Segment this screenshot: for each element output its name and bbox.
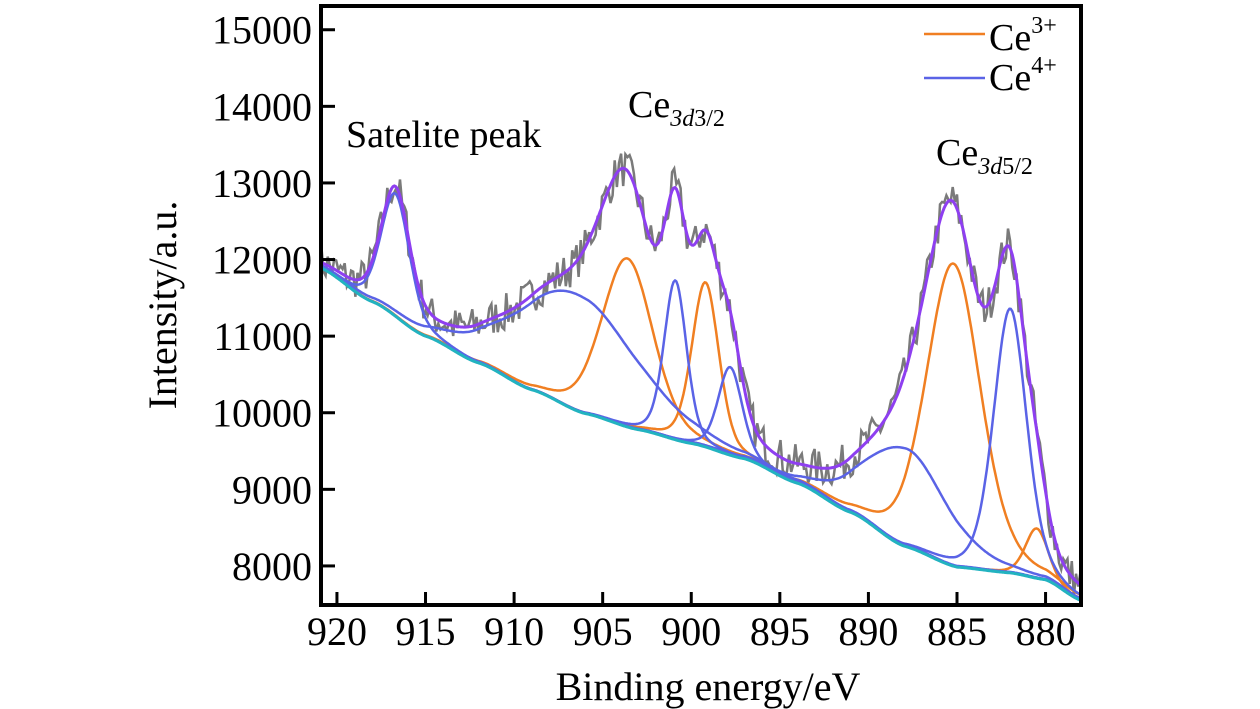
y-axis: 8000 9000 10000 11000 12000 13000 14000 15000 bbox=[212, 8, 335, 589]
y-tick-label: 12000 bbox=[212, 238, 312, 283]
legend-label-ce3: Ce3+ bbox=[989, 13, 1057, 59]
x-axis: 920 915 910 905 900 895 890 885 880 bbox=[307, 592, 1076, 654]
envelope-fit-curve bbox=[321, 166, 1081, 587]
plot-area bbox=[321, 150, 1081, 602]
raw-data-series bbox=[321, 150, 1081, 597]
plot-frame bbox=[319, 4, 1083, 607]
y-tick-label: 15000 bbox=[212, 8, 312, 53]
annotation-ce-3d52-sub-italic: 3d bbox=[977, 154, 1003, 180]
x-tick-label: 895 bbox=[750, 609, 810, 654]
x-tick-label: 920 bbox=[307, 609, 367, 654]
annotation-ce-3d52-base: Ce bbox=[936, 132, 978, 174]
x-tick-label: 885 bbox=[927, 609, 987, 654]
legend-label-ce4-sup: 4+ bbox=[1031, 53, 1057, 79]
legend-label-ce4-base: Ce bbox=[989, 57, 1031, 99]
x-tick-label: 890 bbox=[838, 609, 898, 654]
annotation-satellite-peak: Satelite peak bbox=[346, 114, 541, 156]
annotation-ce-3d32-sub-italic: 3d bbox=[669, 106, 695, 132]
x-axis-title: Binding energy/eV bbox=[556, 664, 861, 709]
annotation-ce-3d32-base: Ce bbox=[628, 84, 670, 126]
y-tick-label: 14000 bbox=[212, 84, 312, 129]
annotation-ce-3d32: Ce3d3/2 bbox=[628, 84, 725, 132]
y-tick-label: 11000 bbox=[213, 314, 312, 359]
legend-label-ce4: Ce4+ bbox=[989, 53, 1057, 99]
annotation-ce-3d52: Ce3d5/2 bbox=[936, 132, 1033, 180]
legend-label-ce3-sup: 3+ bbox=[1031, 13, 1057, 39]
x-tick-label: 880 bbox=[1016, 609, 1076, 654]
legend: Ce3+ Ce4+ bbox=[924, 13, 1057, 99]
y-tick-label: 8000 bbox=[232, 544, 312, 589]
legend-label-ce3-base: Ce bbox=[989, 17, 1031, 59]
y-axis-title: Intensity/a.u. bbox=[140, 201, 185, 410]
annotation-ce-3d52-sub: 5/2 bbox=[1002, 154, 1033, 180]
annotation-ce-3d32-sub: 3/2 bbox=[694, 106, 725, 132]
background-curve bbox=[321, 266, 1081, 602]
y-tick-label: 13000 bbox=[212, 161, 312, 206]
x-tick-label: 915 bbox=[396, 609, 456, 654]
x-tick-label: 905 bbox=[573, 609, 633, 654]
x-tick-label: 900 bbox=[661, 609, 721, 654]
y-tick-label: 9000 bbox=[232, 467, 312, 512]
y-tick-label: 10000 bbox=[212, 391, 312, 436]
x-tick-label: 910 bbox=[484, 609, 544, 654]
